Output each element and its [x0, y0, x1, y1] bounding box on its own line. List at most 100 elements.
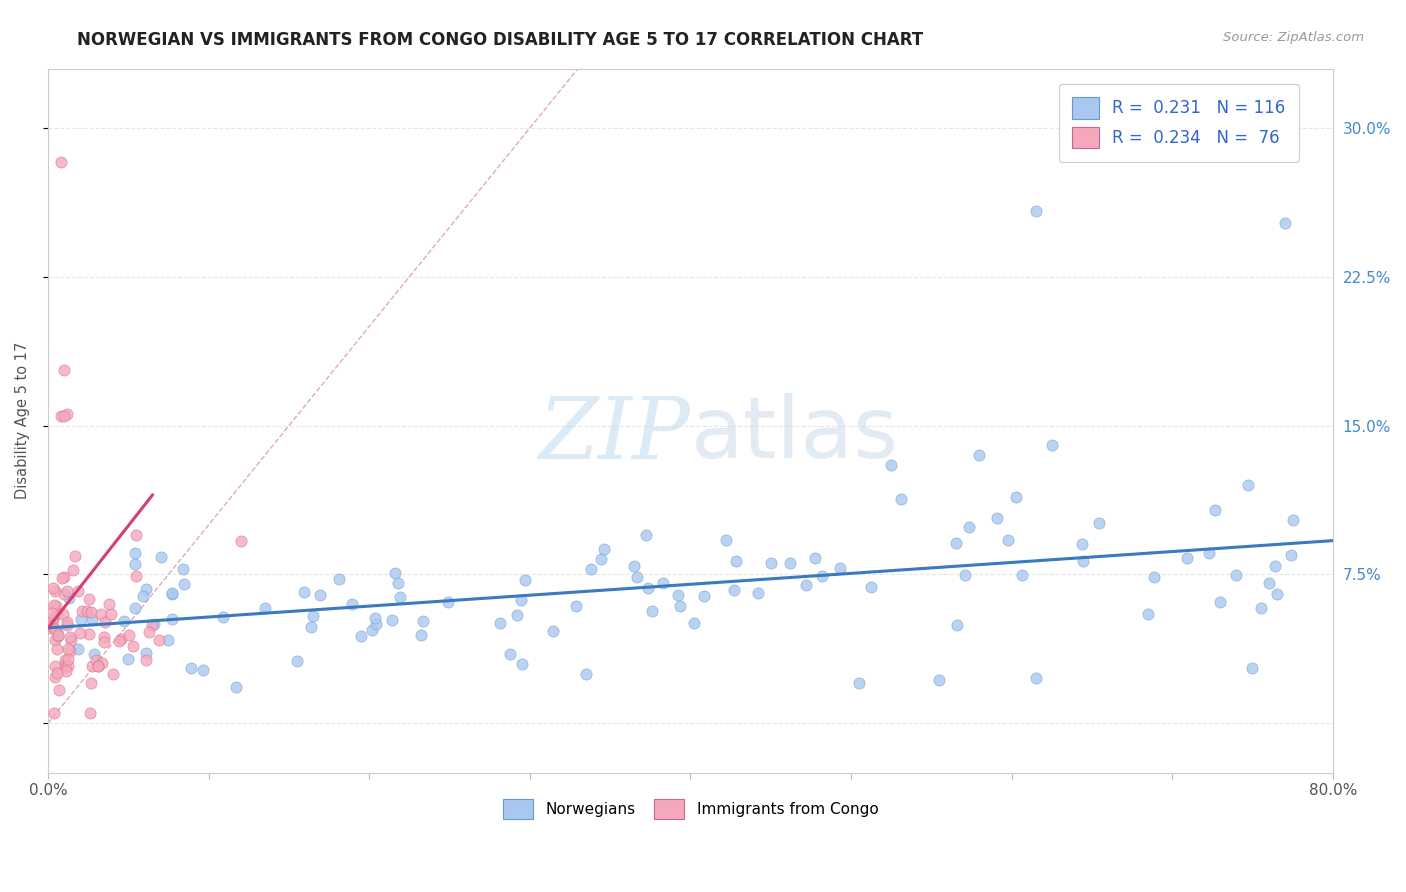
Point: [1241, 660, 1264, 674]
Point: [93, 635, 115, 649]
Point: [80, 676, 103, 690]
Point: [759, 556, 782, 570]
Point: [53, 658, 76, 673]
Point: [1004, 490, 1026, 504]
Point: [56, 641, 79, 656]
Point: [1225, 567, 1247, 582]
Point: [830, 561, 852, 575]
Point: [49, 154, 72, 169]
Point: [62, 563, 84, 577]
Point: [44, 633, 66, 648]
Point: [340, 597, 363, 611]
Point: [132, 589, 155, 603]
Point: [668, 599, 690, 613]
Point: [121, 639, 143, 653]
Point: [384, 566, 406, 581]
Point: [212, 610, 235, 624]
Point: [110, 632, 132, 646]
Point: [98, 597, 121, 611]
Point: [1209, 594, 1232, 608]
Point: [52, 587, 75, 601]
Point: [135, 652, 157, 666]
Point: [1088, 516, 1111, 531]
Point: [409, 628, 432, 642]
Point: [46, 665, 69, 680]
Point: [1250, 601, 1272, 615]
Point: [666, 588, 689, 602]
Point: [723, 582, 745, 597]
Point: [56, 659, 79, 673]
Point: [53, 363, 76, 377]
Point: [69, 612, 91, 626]
Point: [69, 626, 91, 640]
Point: [309, 588, 332, 602]
Point: [142, 617, 165, 632]
Point: [52, 607, 75, 621]
Text: ZIP: ZIP: [538, 393, 690, 476]
Point: [160, 585, 183, 599]
Point: [1237, 478, 1260, 492]
Point: [437, 595, 460, 609]
Point: [1040, 438, 1063, 452]
Point: [51, 571, 73, 585]
Point: [1025, 671, 1047, 685]
Point: [388, 590, 411, 604]
Point: [125, 569, 148, 583]
Point: [44, 584, 66, 599]
Point: [180, 661, 202, 675]
Point: [56, 583, 79, 598]
Point: [63, 549, 86, 563]
Point: [779, 556, 801, 570]
Point: [945, 536, 967, 550]
Point: [80, 612, 103, 626]
Point: [83, 647, 105, 661]
Point: [55, 659, 77, 673]
Point: [969, 448, 991, 462]
Point: [90, 607, 112, 621]
Point: [361, 623, 384, 637]
Point: [39, 618, 62, 632]
Point: [59, 644, 82, 658]
Point: [794, 578, 817, 592]
Point: [41, 606, 63, 620]
Point: [683, 615, 706, 630]
Point: [55, 664, 77, 678]
Point: [747, 586, 769, 600]
Point: [114, 614, 136, 628]
Point: [56, 617, 79, 632]
Point: [44, 622, 66, 636]
Text: Source: ZipAtlas.com: Source: ZipAtlas.com: [1223, 31, 1364, 45]
Point: [510, 593, 533, 607]
Point: [94, 615, 117, 630]
Point: [56, 615, 79, 629]
Point: [117, 652, 139, 666]
Point: [328, 572, 350, 586]
Point: [44, 658, 66, 673]
Point: [292, 585, 315, 599]
Point: [1274, 216, 1296, 230]
Point: [162, 586, 184, 600]
Point: [42, 582, 65, 596]
Point: [254, 601, 277, 615]
Point: [86, 652, 108, 666]
Point: [124, 601, 146, 615]
Point: [1175, 551, 1198, 566]
Point: [592, 541, 614, 556]
Point: [811, 569, 834, 583]
Point: [225, 680, 247, 694]
Point: [42, 598, 65, 612]
Point: [579, 562, 602, 576]
Point: [80, 659, 103, 673]
Point: [693, 589, 716, 603]
Point: [859, 580, 882, 594]
Point: [41, 613, 63, 627]
Point: [45, 606, 67, 620]
Point: [44, 706, 66, 721]
Point: [890, 492, 912, 507]
Text: atlas: atlas: [690, 393, 898, 476]
Point: [66, 584, 89, 599]
Point: [848, 676, 870, 690]
Point: [506, 608, 529, 623]
Point: [513, 573, 536, 587]
Point: [725, 554, 748, 568]
